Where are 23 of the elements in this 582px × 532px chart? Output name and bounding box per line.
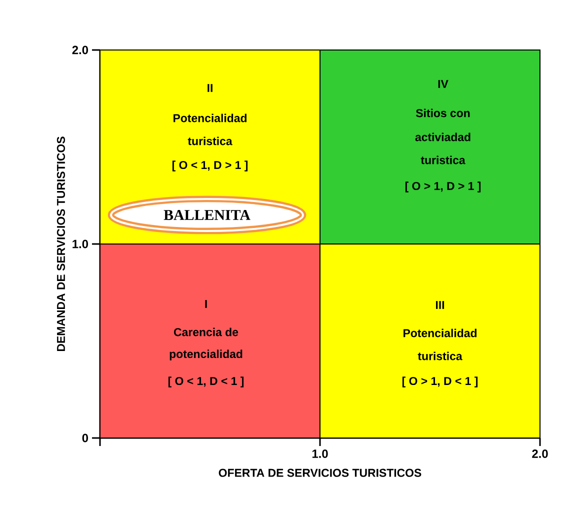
annotation: Carencia de <box>174 328 238 336</box>
y-axis-title: DEMANDA DE SERVICIOS TURISTICOS <box>56 136 66 352</box>
annotation: [ O > 1, D > 1 ] <box>405 182 481 192</box>
annotation: [ O < 1, D < 1 ] <box>168 376 244 388</box>
annotation: turistica <box>418 352 462 360</box>
y-tick-label: 0 <box>82 434 88 442</box>
y-tick-label: 1.0 <box>72 240 88 248</box>
annotation: IV <box>438 80 448 88</box>
annotation: potencialidad <box>170 350 242 360</box>
annotation: activiadad <box>415 132 470 142</box>
annotation: II <box>208 84 212 92</box>
annotation: I <box>205 300 207 308</box>
annotation: Sitios con <box>416 108 470 118</box>
annotation: [ O > 1, D < 1 ] <box>402 376 478 388</box>
annotation: Potencialidad <box>174 114 246 122</box>
annotation: turistica <box>420 156 466 164</box>
annotation: [ O < 1, D > 1 ] <box>172 160 248 172</box>
annotation: BALLENITA <box>164 210 250 220</box>
y-tick-label: 2.0 <box>72 46 88 54</box>
x-axis-title: OFERTA DE SERVICIOS TURISTICOS <box>218 468 422 477</box>
annotation: turistica <box>188 136 232 146</box>
annotation: III <box>436 301 444 309</box>
annotation: Potencialidad <box>404 328 476 338</box>
